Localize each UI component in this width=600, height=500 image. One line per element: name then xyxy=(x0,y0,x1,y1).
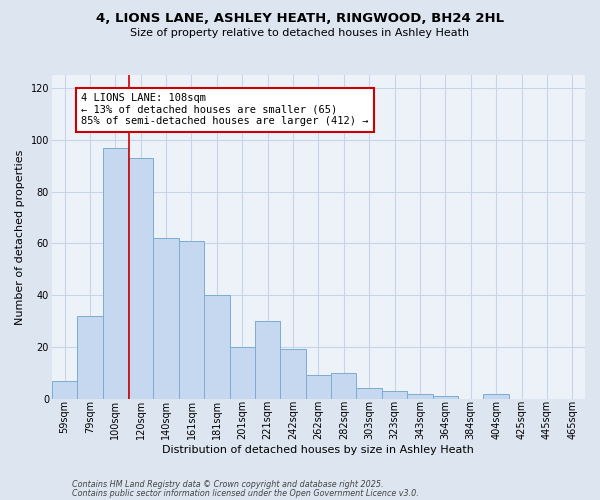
X-axis label: Distribution of detached houses by size in Ashley Heath: Distribution of detached houses by size … xyxy=(163,445,475,455)
Bar xyxy=(306,376,331,398)
Text: Contains HM Land Registry data © Crown copyright and database right 2025.: Contains HM Land Registry data © Crown c… xyxy=(72,480,383,489)
Bar xyxy=(382,391,407,398)
Bar xyxy=(52,380,77,398)
Text: Contains public sector information licensed under the Open Government Licence v3: Contains public sector information licen… xyxy=(72,488,419,498)
Bar xyxy=(77,316,103,398)
Bar xyxy=(204,295,230,399)
Bar xyxy=(280,350,306,399)
Bar xyxy=(103,148,128,398)
Bar xyxy=(484,394,509,398)
Text: Size of property relative to detached houses in Ashley Heath: Size of property relative to detached ho… xyxy=(130,28,470,38)
Bar xyxy=(356,388,382,398)
Text: 4, LIONS LANE, ASHLEY HEATH, RINGWOOD, BH24 2HL: 4, LIONS LANE, ASHLEY HEATH, RINGWOOD, B… xyxy=(96,12,504,26)
Bar xyxy=(230,347,255,399)
Bar xyxy=(154,238,179,398)
Bar xyxy=(433,396,458,398)
Bar xyxy=(407,394,433,398)
Text: 4 LIONS LANE: 108sqm
← 13% of detached houses are smaller (65)
85% of semi-detac: 4 LIONS LANE: 108sqm ← 13% of detached h… xyxy=(81,93,368,126)
Bar xyxy=(331,373,356,398)
Bar xyxy=(255,321,280,398)
Bar xyxy=(179,240,204,398)
Bar xyxy=(128,158,154,398)
Y-axis label: Number of detached properties: Number of detached properties xyxy=(15,149,25,324)
